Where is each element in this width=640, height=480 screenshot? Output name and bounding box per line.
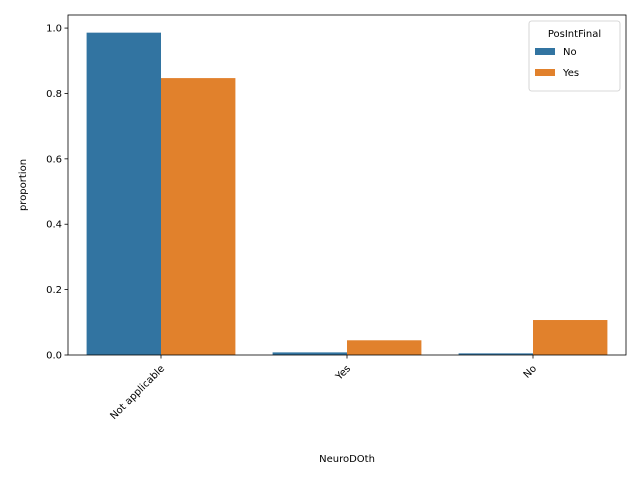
bar-not-applicable-no	[86, 32, 161, 356]
y-axis: 0.0 0.2 0.4 0.6 0.8 1.0	[46, 24, 68, 362]
y-tick-label: 0.0	[46, 351, 62, 362]
y-tick-label: 0.4	[46, 220, 62, 231]
bar-not-applicable-yes	[161, 78, 236, 355]
y-tick-label: 0.6	[46, 154, 62, 165]
legend-swatch-yes	[535, 69, 555, 76]
y-tick-label: 0.8	[46, 89, 62, 100]
legend-label-yes: Yes	[562, 68, 579, 79]
legend-swatch-no	[535, 48, 555, 55]
y-axis-label: proportion	[18, 159, 29, 211]
y-tick-label: 1.0	[46, 24, 62, 35]
bar-yes-yes	[347, 340, 422, 355]
bar-no-yes	[533, 320, 608, 355]
plot-area-frame	[67, 14, 627, 356]
legend-title: PosIntFinal	[548, 29, 601, 40]
legend-label-no: No	[563, 47, 577, 58]
bar-yes-no	[272, 352, 347, 355]
legend: PosIntFinal No Yes	[528, 20, 621, 92]
bars-layer	[86, 32, 608, 356]
bar-no-no	[458, 353, 533, 355]
x-axis-label: NeuroDOth	[319, 454, 375, 465]
y-tick-label: 0.2	[46, 285, 62, 296]
